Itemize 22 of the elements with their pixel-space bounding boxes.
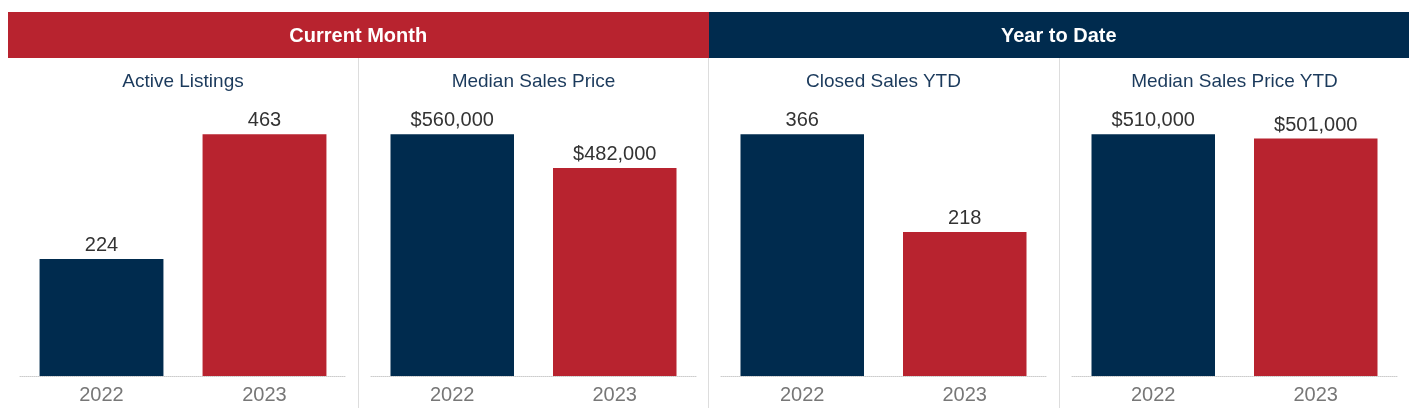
x-tick-label: 2022 [1130,383,1176,405]
x-tick-label: 2023 [1293,383,1338,405]
x-tick-label: 2023 [592,383,637,405]
text: Current Month [8,12,709,58]
chart-title: Median Sales Price [451,70,616,91]
chart-title: Median Sales Price YTD [1130,70,1338,91]
data-label: 463 [247,108,282,131]
x-tick-label: 2023 [242,383,287,405]
x-tick-label: 2023 [942,383,988,405]
chart-title: Active Listings [122,70,244,91]
text: Year to Date [708,12,1409,58]
x-tick-label: 2022 [79,383,124,405]
data-label: $510,000 [1111,108,1195,131]
data-label: 224 [84,233,119,256]
data-label: 366 [785,108,820,131]
x-tick-label: 2022 [430,383,475,405]
data-label: $560,000 [410,108,494,131]
data-label: 218 [948,206,982,229]
data-label: $482,000 [573,141,657,164]
chart-title: Closed Sales YTD [806,70,962,91]
data-label: $501,000 [1273,112,1358,135]
x-tick-label: 2022 [780,383,825,405]
